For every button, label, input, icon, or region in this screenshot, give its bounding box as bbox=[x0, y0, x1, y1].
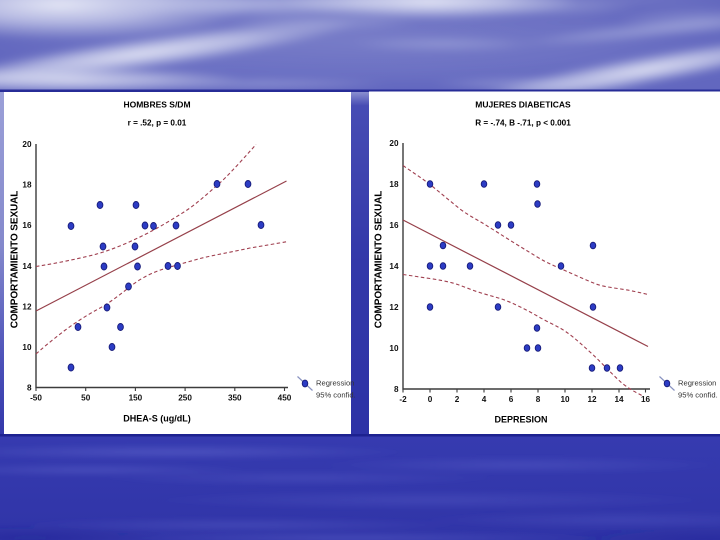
svg-text:Regression: Regression bbox=[316, 379, 354, 388]
svg-text:16: 16 bbox=[389, 221, 399, 230]
svg-text:4: 4 bbox=[482, 395, 487, 404]
svg-text:95% confid.: 95% confid. bbox=[678, 391, 718, 400]
svg-text:14: 14 bbox=[389, 262, 399, 271]
svg-text:r = .52, p = 0.01: r = .52, p = 0.01 bbox=[128, 119, 187, 128]
svg-text:8: 8 bbox=[394, 385, 399, 394]
svg-text:2: 2 bbox=[455, 395, 460, 404]
svg-text:250: 250 bbox=[178, 394, 192, 403]
svg-text:COMPORTAMIENTO SEXUAL: COMPORTAMIENTO SEXUAL bbox=[10, 191, 21, 329]
svg-text:8: 8 bbox=[27, 384, 32, 393]
svg-text:HOMBRES S/DM: HOMBRES S/DM bbox=[123, 100, 190, 110]
svg-text:150: 150 bbox=[129, 394, 143, 403]
svg-text:14: 14 bbox=[614, 395, 624, 404]
svg-text:0: 0 bbox=[428, 395, 433, 404]
svg-text:12: 12 bbox=[22, 302, 32, 311]
svg-text:14: 14 bbox=[22, 262, 32, 271]
svg-text:350: 350 bbox=[228, 394, 242, 403]
svg-text:R = -.74, B -.71, p < 0.001: R = -.74, B -.71, p < 0.001 bbox=[475, 119, 571, 128]
svg-text:DHEA-S (ug/dL): DHEA-S (ug/dL) bbox=[123, 414, 191, 424]
svg-text:-2: -2 bbox=[399, 395, 407, 404]
svg-text:DEPRESION: DEPRESION bbox=[494, 415, 547, 425]
svg-text:20: 20 bbox=[389, 139, 399, 148]
svg-text:18: 18 bbox=[22, 181, 32, 190]
svg-text:95% confid.: 95% confid. bbox=[316, 391, 356, 400]
svg-text:10: 10 bbox=[389, 344, 399, 353]
svg-text:COMPORTAMIENTO SEXUAL: COMPORTAMIENTO SEXUAL bbox=[374, 191, 385, 329]
svg-text:16: 16 bbox=[22, 221, 32, 230]
svg-text:50: 50 bbox=[81, 394, 91, 403]
svg-text:8: 8 bbox=[536, 395, 541, 404]
svg-text:Regression: Regression bbox=[678, 379, 716, 388]
svg-text:18: 18 bbox=[389, 180, 399, 189]
svg-text:450: 450 bbox=[278, 394, 292, 403]
svg-text:12: 12 bbox=[587, 395, 597, 404]
svg-text:-50: -50 bbox=[30, 394, 42, 403]
svg-text:MUJERES DIABETICAS: MUJERES DIABETICAS bbox=[475, 100, 571, 110]
svg-text:20: 20 bbox=[22, 140, 32, 149]
svg-text:12: 12 bbox=[389, 303, 399, 312]
svg-text:6: 6 bbox=[509, 395, 514, 404]
svg-text:10: 10 bbox=[560, 395, 570, 404]
svg-text:10: 10 bbox=[22, 343, 32, 352]
svg-text:16: 16 bbox=[641, 395, 651, 404]
